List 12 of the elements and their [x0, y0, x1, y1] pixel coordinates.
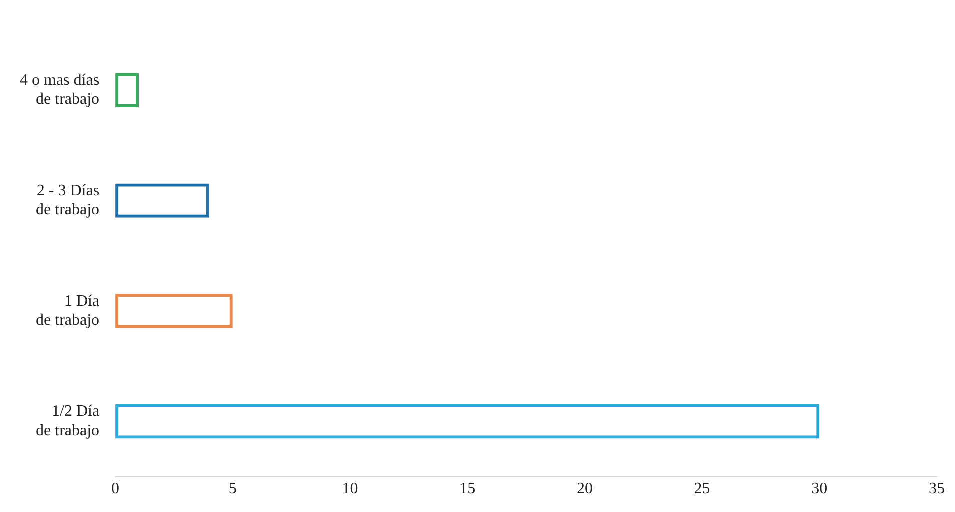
x-tick-label: 30 [812, 480, 828, 498]
x-tick-label: 20 [576, 480, 593, 498]
y-tick-label: 1 Día de trabajo [36, 292, 100, 330]
x-tick-label: 35 [929, 480, 945, 498]
x-tick-label: 25 [694, 480, 710, 498]
y-tick-label: 4 o mas días de trabajo [20, 72, 100, 108]
x-tick-label: 5 [228, 480, 237, 498]
y-tick-label: 1/2 Día de trabajo [36, 403, 100, 440]
y-tick-label: 2 - 3 Días de trabajo [36, 182, 100, 219]
x-tick-label: 15 [460, 480, 476, 498]
x-tick-label: 10 [342, 480, 358, 498]
x-tick-label: 0 [112, 480, 120, 498]
